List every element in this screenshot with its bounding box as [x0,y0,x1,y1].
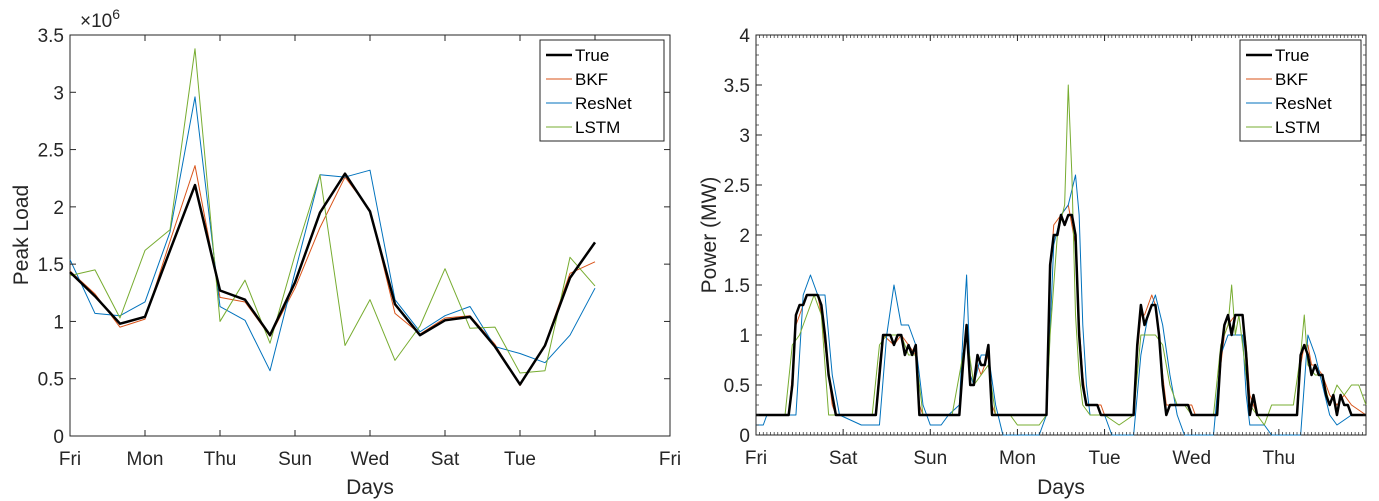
x-tick-label: Mon [127,449,164,470]
x-tick-label: Wed [351,449,390,470]
y-tick-label: 1 [739,326,750,347]
legend-label-bkf: BKF [1275,70,1308,89]
x-ticks-left: Fri Mon Thu Sun Wed Sat Tue Fri [59,35,681,470]
y-tick-label: 3.5 [724,76,750,97]
series-lines-right [756,84,1367,436]
y-axis-title-right: Power (MW) [698,177,721,294]
y-tick-label: 2 [739,226,750,247]
peak-load-chart: 00.511.522.533.5 Fri Mon Thu Sun Wed Sat Tue Fr… [10,6,681,499]
legend-box [539,39,665,142]
x-tick-label: Fri [745,448,767,469]
y-tick-label: 0 [53,427,64,448]
series-line-lstm [756,84,1367,426]
y-tick-label: 3 [739,126,750,147]
y-exponent-label: ×106 [80,6,120,32]
y-tick-label: 2 [53,198,64,219]
x-tick-label: Sun [913,448,947,469]
y-tick-label: 3.5 [38,26,64,47]
series-line-lstm [69,48,596,374]
y-tick-label: 2.5 [38,141,64,162]
power-chart: 00.511.522.533.54 Fri Sat Sun Mon Tue Wed Thu … [698,26,1367,499]
x-tick-label: Fri [659,449,681,470]
x-tick-label: Sat [431,449,460,470]
y-tick-label: 0 [739,426,750,447]
y-tick-label: 3 [53,83,64,104]
y-tick-label: 2.5 [724,176,750,197]
y-tick-label: 0.5 [38,370,64,391]
series-lines-left [69,48,597,387]
series-line-true [69,172,597,386]
y-ticks-left: 0 0.5 1 1.5 2 2.5 3 3.5 [38,26,670,448]
x-tick-label: Tue [504,449,536,470]
y-tick-label: 4 [739,26,750,47]
y-tick-label: 1.5 [38,255,64,276]
x-axis-title-right: Days [1037,476,1085,499]
legend-label-resnet: ResNet [1275,94,1332,113]
legend-label-true: True [575,46,609,65]
x-tick-label: Sun [278,449,312,470]
legend-label-resnet: ResNet [575,94,632,113]
x-tick-label: Wed [1172,448,1211,469]
legend-label-lstm: LSTM [1275,118,1320,137]
x-tick-label: Thu [204,449,237,470]
legend-label-true: True [1275,46,1309,65]
y-tick-label: 1.5 [724,276,750,297]
legend-label-lstm: LSTM [575,118,620,137]
y-tick-label: 1 [53,312,64,333]
x-tick-label: Thu [1262,448,1295,469]
legend-left: True BKF ResNet LSTM [539,39,665,142]
y-tick-label: 0.5 [724,376,750,397]
legend-box [1239,39,1362,142]
x-tick-label: Sat [829,448,858,469]
legend-label-bkf: BKF [575,70,608,89]
x-ticks-right: Fri Sat Sun Mon Tue Wed Thu [745,35,1295,469]
x-axis-title-left: Days [346,476,394,499]
y-axis-title-left: Peak Load [10,185,33,285]
x-tick-label: Fri [59,449,81,470]
x-tick-label: Tue [1089,448,1121,469]
legend-right: True BKF ResNet LSTM [1239,39,1362,142]
series-line-true [756,213,1366,417]
x-tick-label: Mon [999,448,1036,469]
y-ticks-right: 0 0.5 1 1.5 2 2.5 3 3.5 4 [724,26,1366,447]
